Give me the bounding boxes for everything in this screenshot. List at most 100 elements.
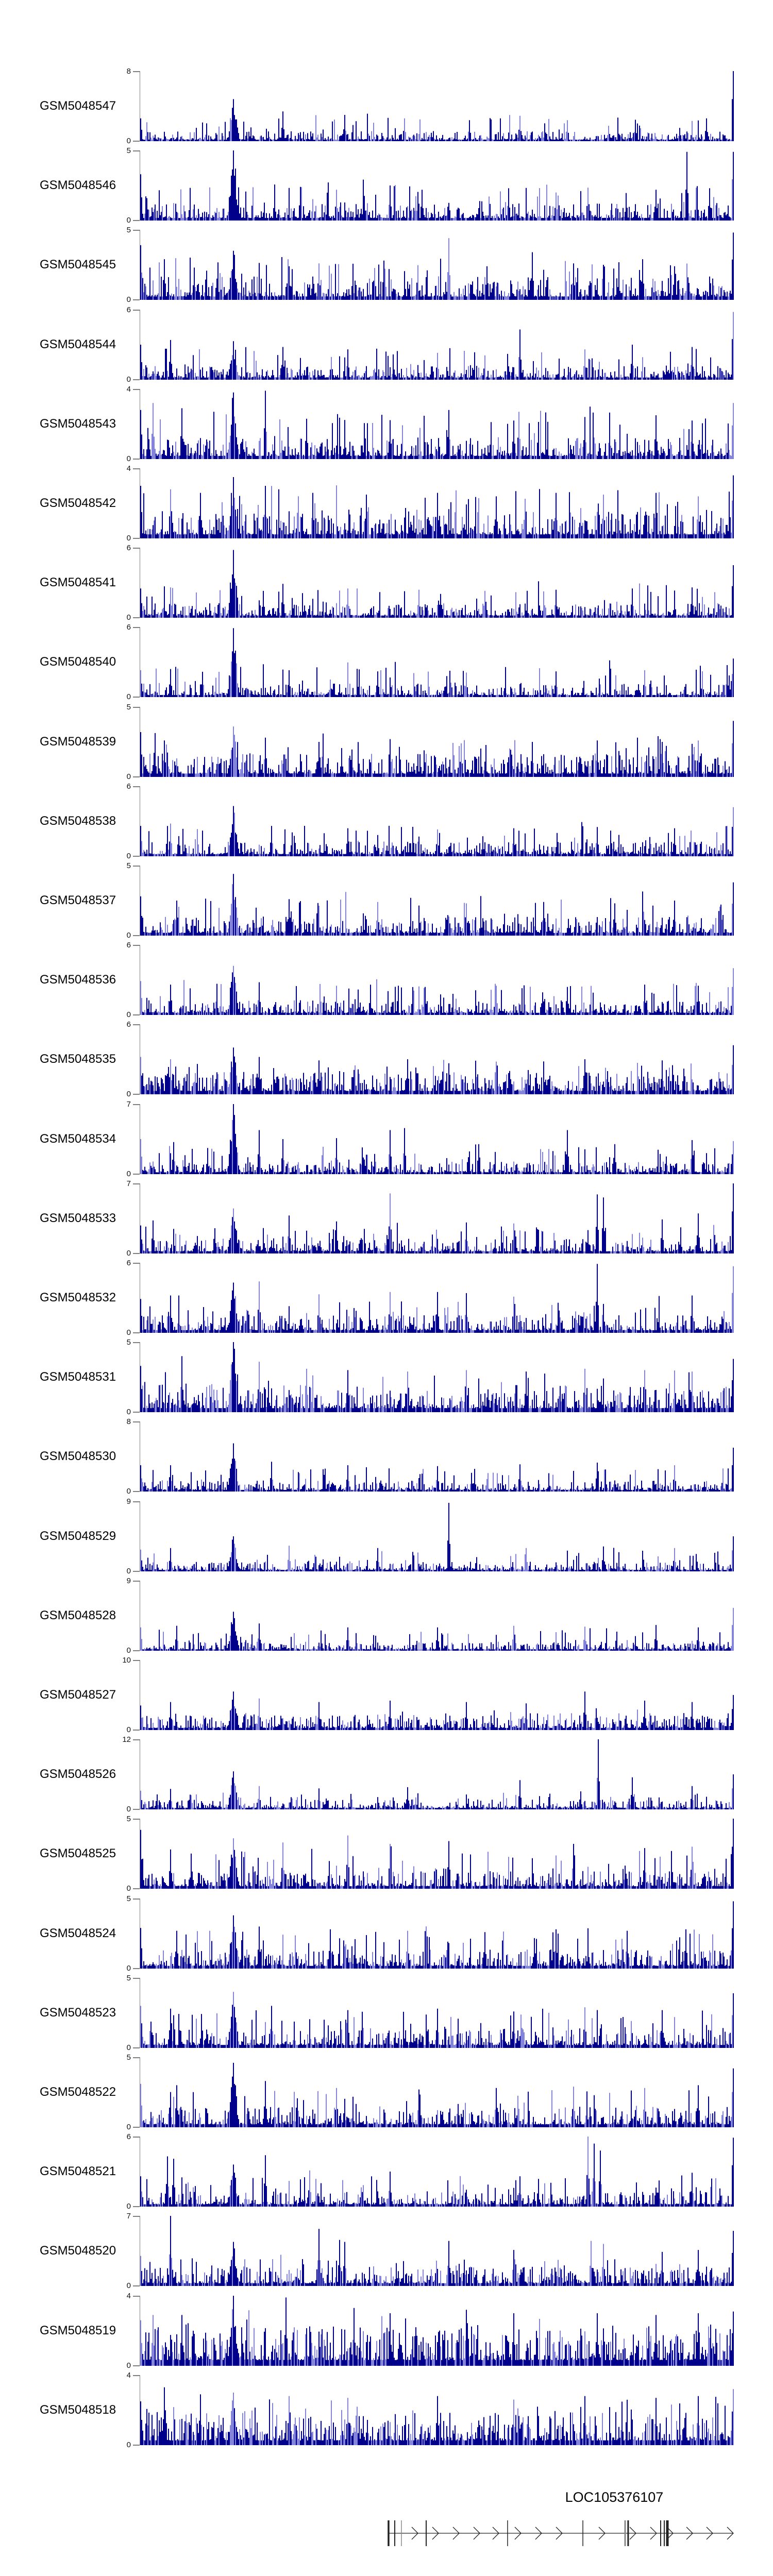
y-axis-zero-label: 0 <box>126 692 131 701</box>
y-axis-line <box>139 2216 141 2286</box>
y-axis-line <box>139 1263 141 1333</box>
track-label: GSM5048530 <box>39 1449 116 1463</box>
y-axis-tick-max <box>133 2137 140 2138</box>
y-axis-line <box>139 150 141 221</box>
y-axis-max-label: 4 <box>126 385 131 394</box>
coverage-histogram-GSM5048547 <box>140 71 734 141</box>
y-axis-line <box>139 1421 141 1492</box>
y-axis-zero-label: 0 <box>126 613 131 622</box>
coverage-histogram-GSM5048545 <box>140 232 734 300</box>
gene-model-svg <box>388 2520 734 2546</box>
strand-arrow-icon <box>650 2527 657 2540</box>
strand-arrow-icon <box>598 2527 606 2540</box>
y-axis-line <box>139 1342 141 1412</box>
y-axis-tick-max <box>133 2375 140 2376</box>
y-axis-tick-zero <box>133 1968 140 1969</box>
y-axis-tick-max <box>133 1104 140 1105</box>
y-axis-line <box>139 1819 141 1889</box>
y-axis-zero-label: 0 <box>126 772 131 781</box>
y-axis-tick-zero <box>133 220 140 221</box>
y-axis-tick-max <box>133 1660 140 1661</box>
exon-mark <box>582 2520 583 2546</box>
coverage-histogram-GSM5048541 <box>140 550 734 618</box>
y-axis-line <box>139 468 141 538</box>
y-axis-zero-label: 0 <box>126 1249 131 1258</box>
y-axis-line <box>139 707 141 777</box>
y-axis-tick-zero <box>133 1571 140 1572</box>
strand-arrow-icon <box>535 2527 542 2540</box>
coverage-histogram-GSM5048531 <box>140 1342 734 1412</box>
track-label: GSM5048526 <box>39 1767 116 1781</box>
track-label: GSM5048522 <box>39 2085 116 2099</box>
y-axis-line <box>139 945 141 1015</box>
coverage-histogram-GSM5048534 <box>140 1104 734 1174</box>
y-axis-line <box>139 866 141 936</box>
y-axis-zero-label: 0 <box>126 375 131 384</box>
y-axis-tick-max <box>133 1978 140 1979</box>
y-axis-max-label: 12 <box>122 1735 131 1744</box>
strand-arrow-icon <box>411 2527 418 2540</box>
y-axis-max-label: 6 <box>126 1020 131 1029</box>
y-axis-tick-max <box>133 2216 140 2217</box>
coverage-histogram-GSM5048529 <box>140 1503 734 1571</box>
y-axis-tick-zero <box>133 697 140 698</box>
y-axis-max-label: 4 <box>126 464 131 473</box>
y-axis-tick-zero <box>133 2206 140 2207</box>
y-axis-zero-label: 0 <box>126 137 131 145</box>
y-axis-max-label: 5 <box>126 1815 131 1823</box>
y-axis-zero-label: 0 <box>126 1487 131 1496</box>
y-axis-zero-label: 0 <box>126 1805 131 1814</box>
y-axis-zero-label: 0 <box>126 2361 131 2370</box>
y-axis-max-label: 6 <box>126 544 131 552</box>
strand-arrow-icon <box>629 2527 636 2540</box>
track-label: GSM5048547 <box>39 99 116 113</box>
coverage-tracks-container: GSM5048547 8 0 GSM5048546 5 0 GSM5048545 5 0 GSM5… <box>39 67 734 2449</box>
y-axis-zero-label: 0 <box>126 2281 131 2290</box>
y-axis-zero-label: 0 <box>126 534 131 543</box>
track-label: GSM5048532 <box>39 1291 116 1304</box>
strand-arrow-icon <box>452 2527 460 2540</box>
strand-arrow-icon <box>727 2527 734 2540</box>
exon-mark <box>627 2520 629 2546</box>
coverage-histogram-GSM5048519 <box>140 2296 734 2366</box>
y-axis-max-label: 6 <box>126 941 131 950</box>
strand-arrow-icon <box>514 2527 522 2540</box>
y-axis-zero-label: 0 <box>126 1328 131 1337</box>
coverage-histogram-GSM5048518 <box>140 2387 734 2445</box>
y-axis-tick-max <box>133 2057 140 2058</box>
y-axis-zero-label: 0 <box>126 1725 131 1734</box>
y-axis-zero-label: 0 <box>126 1090 131 1098</box>
coverage-histogram-GSM5048521 <box>140 2137 734 2207</box>
track-label: GSM5048519 <box>39 2324 116 2337</box>
coverage-histogram-GSM5048530 <box>140 1443 734 1492</box>
y-axis-max-label: 6 <box>126 2132 131 2141</box>
coverage-histogram-GSM5048537 <box>140 874 734 936</box>
y-axis-zero-label: 0 <box>126 454 131 463</box>
track-label: GSM5048535 <box>39 1052 116 1066</box>
y-axis-tick-zero <box>133 379 140 380</box>
coverage-histogram-GSM5048528 <box>140 1607 734 1651</box>
track-label: GSM5048546 <box>39 178 116 192</box>
track-label: GSM5048539 <box>39 735 116 749</box>
y-axis-tick-max <box>133 468 140 469</box>
y-axis-max-label: 9 <box>126 1577 131 1585</box>
y-axis-tick-max <box>133 627 140 628</box>
y-axis-tick-zero <box>133 1888 140 1889</box>
y-axis-tick-zero <box>133 1332 140 1333</box>
y-axis-tick-zero <box>133 1094 140 1095</box>
track-label: GSM5048524 <box>39 1926 116 1940</box>
coverage-histogram-GSM5048540 <box>140 628 734 697</box>
y-axis-tick-max <box>133 1899 140 1900</box>
coverage-histogram-GSM5048544 <box>140 312 734 380</box>
y-axis-line <box>139 1104 141 1174</box>
y-axis-tick-zero <box>133 856 140 857</box>
coverage-histogram-GSM5048539 <box>140 721 734 777</box>
y-axis-max-label: 6 <box>126 782 131 791</box>
y-axis-line <box>139 1978 141 2048</box>
y-axis-tick-max <box>133 71 140 72</box>
y-axis-tick-zero <box>133 776 140 777</box>
y-axis-zero-label: 0 <box>126 931 131 940</box>
y-axis-line <box>139 1581 141 1651</box>
y-axis-tick-zero <box>133 935 140 936</box>
